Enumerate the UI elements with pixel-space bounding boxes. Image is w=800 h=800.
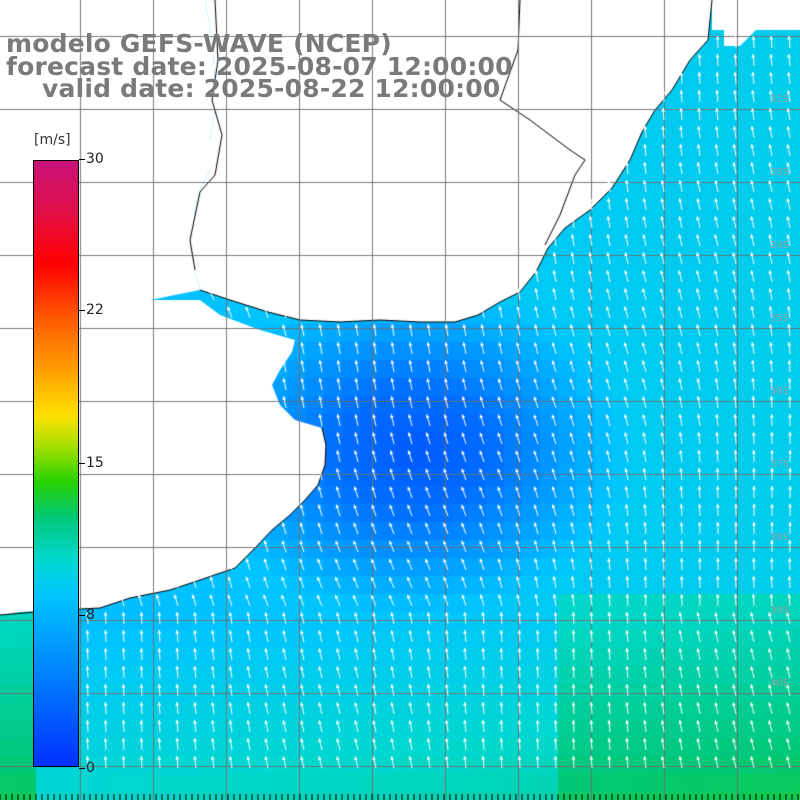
latitude-label: 35S [770,313,789,324]
latitude-label: 32S [770,94,789,105]
latitude-label: 37S [770,459,789,470]
title-model: modelo GEFS-WAVE (NCEP) [6,29,392,58]
colorbar-tick-30: 30 [79,151,104,167]
latitude-label: 36S [770,386,789,397]
colorbar [33,160,79,767]
latitude-label: 38S [770,532,789,543]
latitude-label: 33S [770,167,789,178]
colorbar-unit: [m/s] [34,132,71,148]
colorbar-tick-15: 15 [79,455,104,471]
colorbar-tick-8: 8 [79,607,95,623]
colorbar-tick-0: 0 [79,760,95,776]
colorbar-tick-22: 22 [79,302,104,318]
latitude-label: 34S [770,240,789,251]
title-valid-date: valid date: 2025-08-22 12:00:00 [42,74,501,103]
latitude-label: 39S [770,605,789,616]
latitude-label: 40S [770,678,789,689]
title-forecast-date: forecast date: 2025-08-07 12:00:00 [6,52,513,81]
